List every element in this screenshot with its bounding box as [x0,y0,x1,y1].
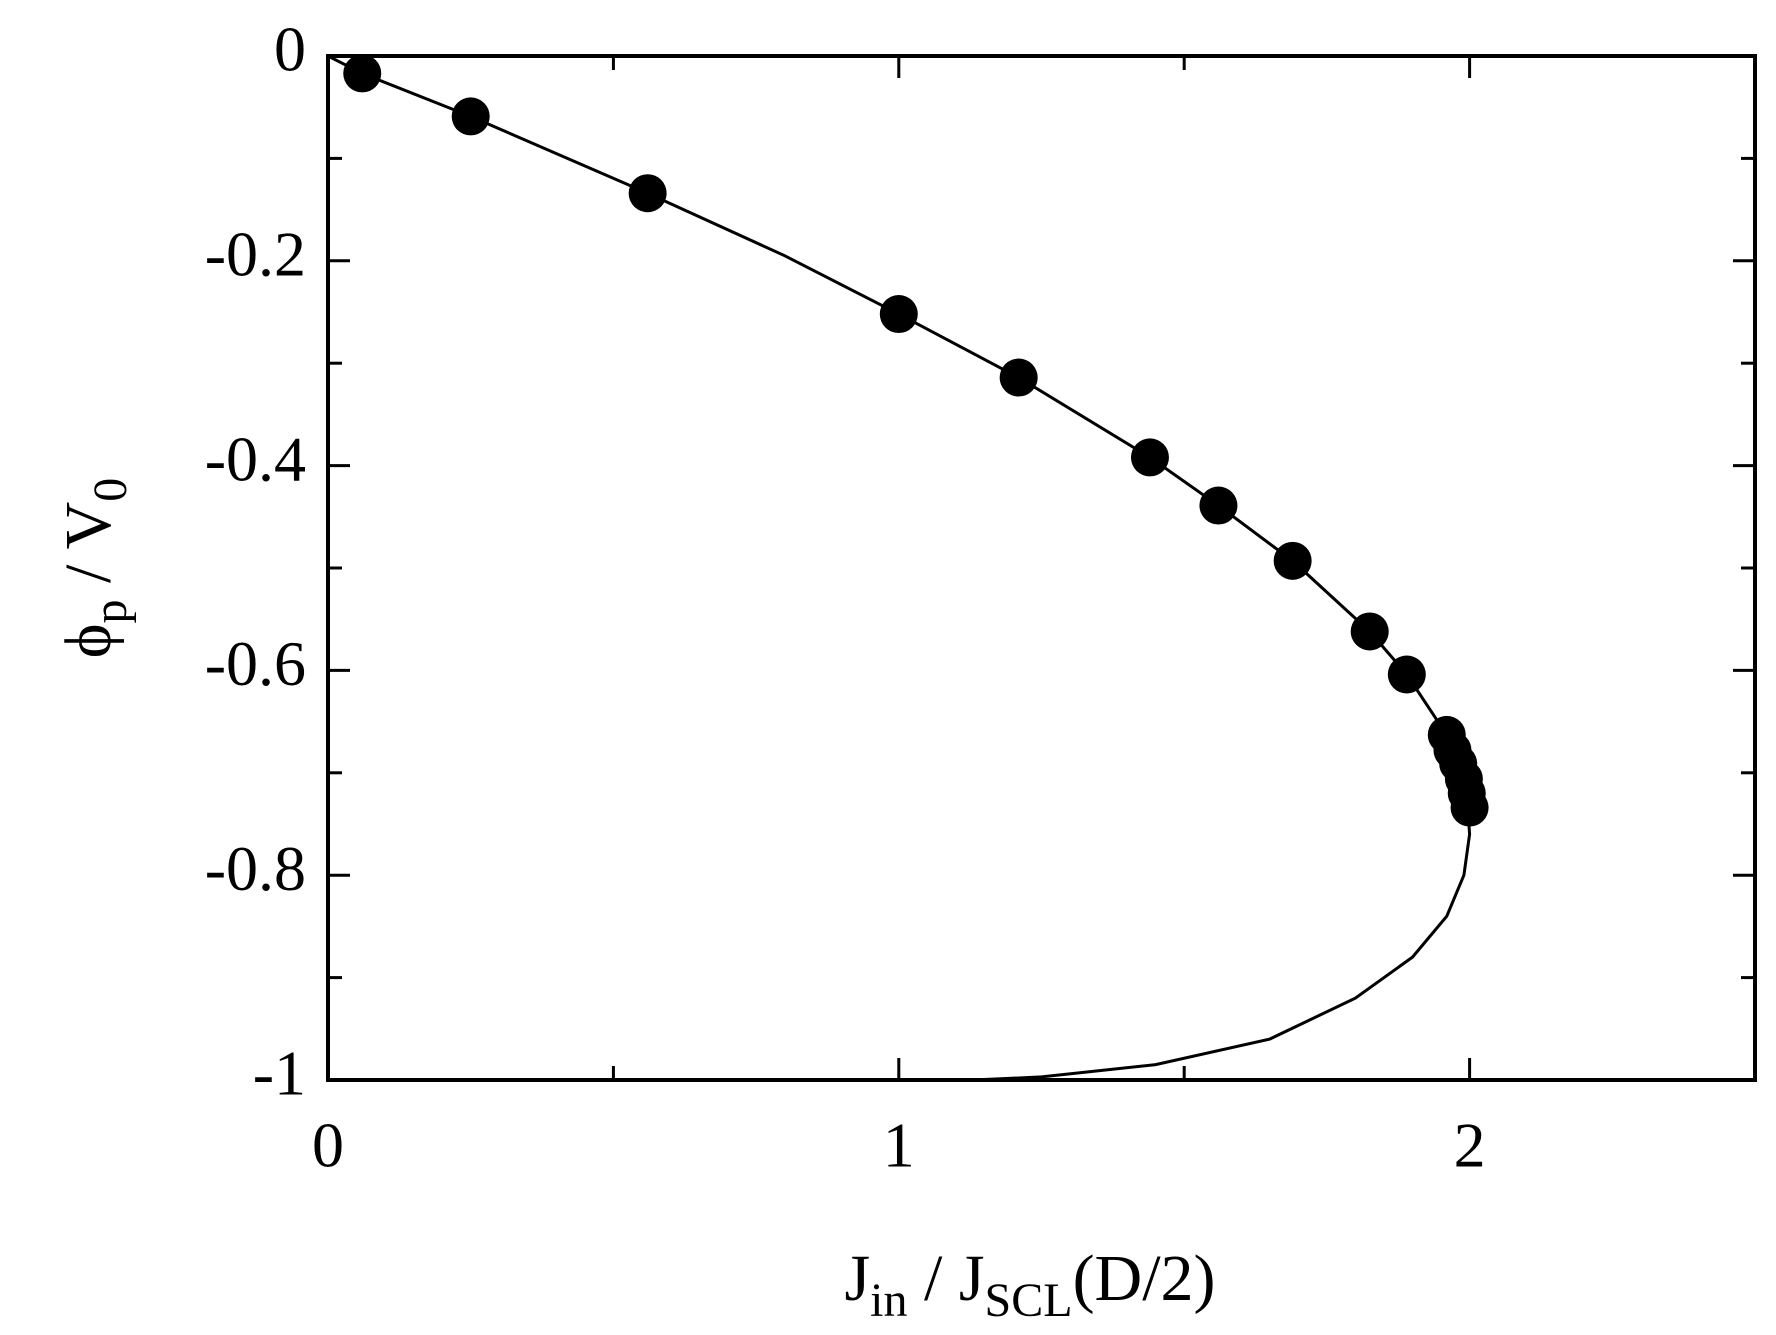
y-tick-label: -0.4 [205,423,306,494]
data-point [1450,788,1489,827]
label-part: / V [52,502,125,600]
y-tick-label: -1 [253,1038,306,1109]
y-tick-label: -0.2 [205,218,306,289]
label-subscript: p [84,600,137,624]
y-tick-label: 0 [274,14,306,85]
x-axis-label: Jin / JSCL(D/2) [844,1242,1215,1327]
data-point [1199,486,1238,525]
data-point [343,54,382,93]
label-subscript: in [870,1274,907,1327]
data-point [1387,655,1426,694]
label-subscript: SCL [985,1274,1073,1327]
data-point [628,174,667,213]
label-part: (D/2) [1073,1242,1216,1315]
x-tick-label: 2 [1454,1110,1486,1181]
x-tick-label: 0 [312,1110,344,1181]
data-point [1350,612,1389,651]
label-part: ϕ [52,624,125,659]
y-axis-label: ϕp / V0 [52,478,137,659]
y-tick-label: -0.8 [205,833,306,904]
plot-frame [326,54,1757,1082]
data-point [451,97,490,136]
label-part: J [844,1242,870,1315]
data-point [879,295,918,334]
label-part: / J [908,1242,985,1315]
x-tick-label: 1 [883,1110,915,1181]
data-point [1130,438,1169,477]
label-subscript: 0 [84,478,137,502]
y-tick-label: -0.6 [205,628,306,699]
data-point [999,358,1038,397]
data-point [1273,541,1312,580]
